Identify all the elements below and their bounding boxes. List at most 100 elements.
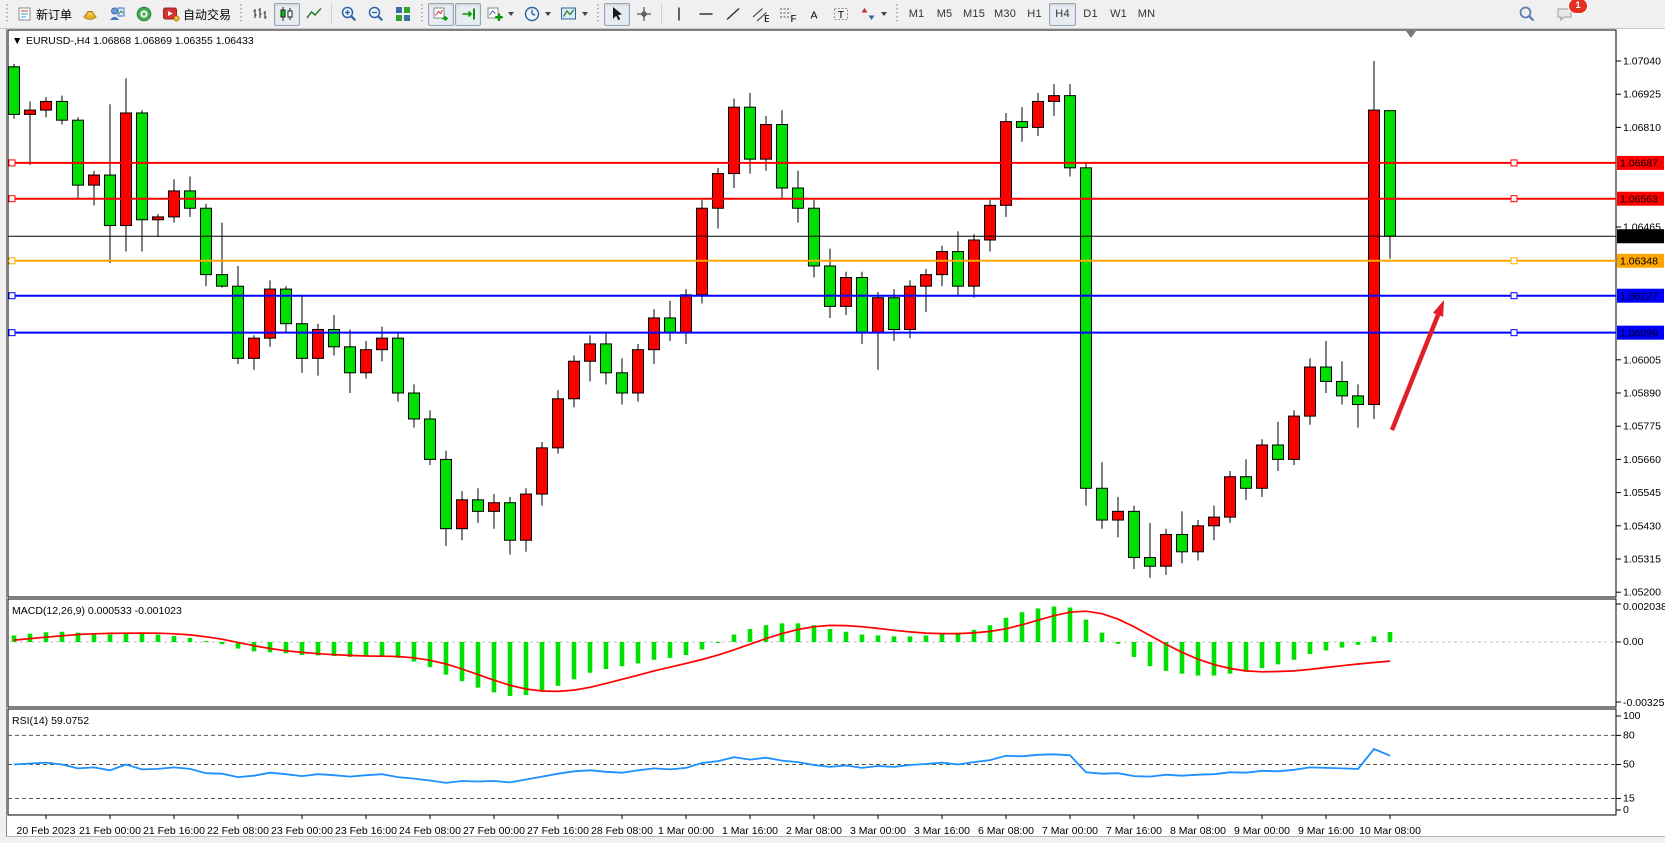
price-axis[interactable]: 1.070401.069251.068101.064651.060051.058… <box>1616 56 1664 599</box>
time-tick-label: 3 Mar 16:00 <box>914 825 970 837</box>
toolbar-grip[interactable] <box>420 4 425 24</box>
time-tick-label: 9 Mar 00:00 <box>1234 825 1290 837</box>
rsi-indicator <box>8 734 1616 799</box>
timeframe-W1[interactable]: W1 <box>1105 3 1132 26</box>
toolbar-grip[interactable] <box>5 4 9 24</box>
macd-hist-bar <box>1115 642 1121 644</box>
time-axis[interactable]: 20 Feb 2023 21 Feb 00:00 21 Feb 16:00 22 Fe… <box>17 815 1422 837</box>
equidistant-channel-tool-button[interactable]: E <box>747 3 773 26</box>
hline-handle[interactable] <box>1510 292 1518 300</box>
tile-windows-button[interactable] <box>390 3 416 26</box>
zoom-in-button[interactable] <box>336 3 362 26</box>
macd-hist-bar <box>699 642 705 650</box>
trend-arrow-annotation[interactable] <box>1389 300 1444 431</box>
candle <box>312 328 324 359</box>
hline-handle[interactable] <box>8 195 16 203</box>
vertical-line-tool-button[interactable] <box>666 3 692 26</box>
timeframe-H4[interactable]: H4 <box>1049 2 1077 26</box>
macd-tick-label: 0.00 <box>1623 636 1644 648</box>
chart-shift-button[interactable] <box>455 2 482 26</box>
hline-handle[interactable] <box>1510 195 1518 203</box>
macd-hist-bar <box>1387 632 1393 642</box>
hline-handle[interactable] <box>8 257 16 265</box>
candle <box>216 274 228 287</box>
time-tick-label: 24 Feb 08:00 <box>399 825 461 837</box>
candlestick-chart-button[interactable] <box>274 2 301 26</box>
new-order-button[interactable]: 新订单 <box>13 3 76 26</box>
autotrading-button[interactable]: 自动交易 <box>158 3 235 26</box>
text-tool-button[interactable]: A <box>801 3 827 26</box>
templates-button[interactable] <box>556 3 592 26</box>
hline-1.06227[interactable] <box>8 292 1616 300</box>
hline-handle[interactable] <box>8 292 16 300</box>
hline-1.06687[interactable] <box>8 159 1616 167</box>
candle <box>632 349 644 394</box>
timeframe-H1[interactable]: H1 <box>1021 3 1048 26</box>
timeframe-M15[interactable]: M15 <box>959 3 989 26</box>
symbol-dropdown-icon[interactable]: ▼ <box>12 35 22 47</box>
line-chart-button[interactable] <box>301 3 327 26</box>
hline-1.06563[interactable] <box>8 195 1616 203</box>
toolbar-grip[interactable] <box>596 4 601 24</box>
text-label-tool-button[interactable]: T <box>828 3 854 26</box>
candle <box>72 119 84 186</box>
indicators-button[interactable] <box>482 3 518 26</box>
timeframe-M30[interactable]: M30 <box>990 3 1020 26</box>
macd-hist-bar <box>1211 642 1217 676</box>
price-pane <box>7 29 1617 598</box>
candle <box>920 274 932 287</box>
crosshair-tool-button[interactable] <box>631 3 657 26</box>
macd-hist-bar <box>347 642 353 657</box>
auto-scroll-button[interactable] <box>428 2 455 26</box>
periods-button[interactable] <box>519 3 555 26</box>
macd-hist-bar <box>363 642 369 657</box>
notifications-button[interactable]: 1 <box>1552 0 1588 26</box>
time-tick-label: 20 Feb 2023 <box>17 825 76 837</box>
cursor-tool-button[interactable] <box>604 2 631 26</box>
timeframe-D1[interactable]: D1 <box>1077 3 1104 26</box>
hline-handle[interactable] <box>1510 329 1518 337</box>
candle <box>1128 510 1140 559</box>
hline-handle[interactable] <box>1510 257 1518 265</box>
notification-badge: 1 <box>1568 0 1588 14</box>
chart-shift-marker <box>1406 31 1416 38</box>
template-chart-icon <box>561 7 577 20</box>
signals-button[interactable] <box>131 3 157 26</box>
candle <box>440 458 452 530</box>
trendline-tool-button[interactable] <box>720 3 746 26</box>
chevron-down-icon <box>582 12 589 16</box>
timeframe-M1[interactable]: M1 <box>903 3 930 26</box>
fibonacci-tool-button[interactable]: F <box>774 3 800 26</box>
horizontal-line-tool-button[interactable] <box>693 3 719 26</box>
candle <box>1288 415 1300 460</box>
zoom-out-button[interactable] <box>363 3 389 26</box>
hline-handle[interactable] <box>1510 159 1518 167</box>
text-label-icon: T <box>834 8 849 21</box>
rsi-axis[interactable]: 100 80 50 150 <box>1616 710 1641 816</box>
toolbar-grip[interactable] <box>895 4 900 24</box>
toolbar-grip[interactable] <box>239 4 244 24</box>
hline-handle[interactable] <box>8 329 16 337</box>
candle <box>456 499 468 530</box>
hline-handle[interactable] <box>8 159 16 167</box>
timeframe-M5[interactable]: M5 <box>931 3 958 26</box>
candle <box>520 493 532 541</box>
candle <box>888 297 900 330</box>
candle <box>1016 121 1028 128</box>
timeframe-MN[interactable]: MN <box>1133 3 1160 26</box>
search-button[interactable] <box>1514 3 1540 26</box>
bar-chart-button[interactable] <box>247 3 273 26</box>
gold-ingot-button[interactable] <box>77 3 103 26</box>
price-tick-label: 1.06925 <box>1623 89 1661 101</box>
candle <box>696 207 708 296</box>
macd-axis[interactable]: 0.002038 0.00 -0.003256 <box>1616 601 1665 709</box>
candle <box>536 447 548 495</box>
price-tag <box>1617 253 1664 268</box>
arrows-tool-button[interactable] <box>855 3 891 26</box>
macd-hist-bar <box>891 636 897 642</box>
hline-1.06348[interactable] <box>8 257 1616 265</box>
hline-1.06099[interactable] <box>8 329 1616 337</box>
market-analysis-button[interactable] <box>104 3 130 26</box>
candle <box>680 294 692 333</box>
